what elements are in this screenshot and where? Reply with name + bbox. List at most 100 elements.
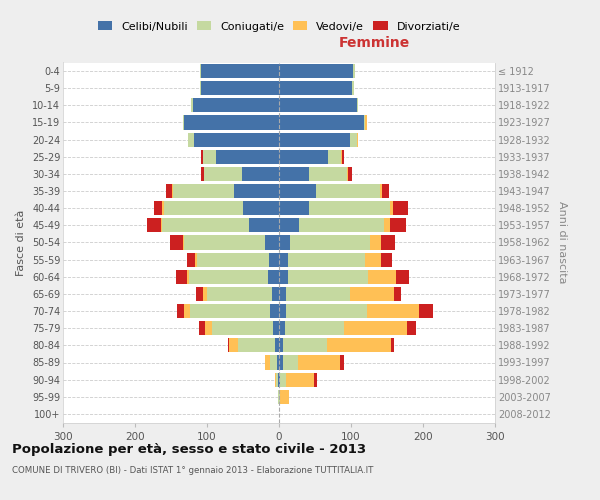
Bar [390, 218, 406, 232]
Bar [279, 287, 286, 301]
Bar [278, 390, 279, 404]
Bar [203, 287, 207, 301]
Bar [204, 167, 242, 181]
Bar [340, 356, 344, 370]
Bar [407, 321, 416, 335]
Bar [394, 201, 408, 215]
Bar [357, 98, 358, 112]
Bar [187, 270, 189, 284]
Bar [190, 304, 271, 318]
Bar [309, 201, 390, 215]
Bar [368, 270, 395, 284]
Bar [350, 287, 394, 301]
Bar [164, 201, 243, 215]
Bar [279, 98, 357, 112]
Bar [279, 356, 283, 370]
Bar [285, 321, 344, 335]
Text: COMUNE DI TRIVERO (BI) - Dati ISTAT 1° gennaio 2013 - Elaborazione TUTTITALIA.IT: COMUNE DI TRIVERO (BI) - Dati ISTAT 1° g… [12, 466, 373, 475]
Bar [283, 338, 327, 352]
Bar [170, 236, 182, 250]
Bar [188, 132, 194, 146]
Bar [367, 304, 419, 318]
Bar [279, 201, 309, 215]
Bar [348, 167, 352, 181]
Bar [276, 372, 278, 386]
Bar [419, 304, 433, 318]
Bar [299, 218, 384, 232]
Bar [277, 356, 279, 370]
Bar [201, 81, 279, 95]
Bar [384, 218, 390, 232]
Bar [182, 116, 184, 130]
Bar [182, 236, 184, 250]
Bar [187, 252, 196, 266]
Y-axis label: Anni di nascita: Anni di nascita [557, 201, 568, 284]
Bar [344, 321, 407, 335]
Bar [279, 116, 364, 130]
Bar [207, 287, 272, 301]
Bar [177, 304, 184, 318]
Bar [279, 304, 286, 318]
Bar [279, 270, 287, 284]
Bar [154, 201, 163, 215]
Bar [215, 150, 279, 164]
Bar [243, 201, 279, 215]
Bar [229, 338, 238, 352]
Bar [279, 372, 280, 386]
Bar [314, 372, 317, 386]
Bar [279, 81, 352, 95]
Bar [191, 98, 193, 112]
Bar [201, 150, 203, 164]
Bar [309, 167, 347, 181]
Bar [194, 132, 279, 146]
Bar [290, 236, 370, 250]
Bar [196, 287, 203, 301]
Bar [286, 304, 367, 318]
Text: Popolazione per età, sesso e stato civile - 2013: Popolazione per età, sesso e stato civil… [12, 442, 366, 456]
Bar [279, 184, 316, 198]
Bar [279, 390, 280, 404]
Bar [189, 270, 268, 284]
Bar [287, 252, 365, 266]
Bar [163, 218, 249, 232]
Bar [265, 356, 269, 370]
Bar [269, 252, 279, 266]
Bar [279, 64, 353, 78]
Bar [275, 372, 276, 386]
Bar [391, 338, 394, 352]
Bar [279, 150, 328, 164]
Bar [279, 321, 285, 335]
Bar [201, 64, 279, 78]
Bar [196, 252, 197, 266]
Bar [146, 218, 161, 232]
Bar [279, 132, 350, 146]
Bar [265, 236, 279, 250]
Bar [353, 64, 355, 78]
Bar [184, 236, 265, 250]
Bar [201, 167, 204, 181]
Bar [341, 150, 343, 164]
Bar [279, 252, 287, 266]
Bar [381, 252, 392, 266]
Bar [380, 184, 382, 198]
Bar [193, 98, 279, 112]
Bar [364, 116, 365, 130]
Bar [166, 184, 172, 198]
Bar [203, 150, 215, 164]
Bar [275, 338, 279, 352]
Bar [280, 390, 289, 404]
Bar [343, 150, 344, 164]
Bar [298, 356, 340, 370]
Text: Femmine: Femmine [338, 36, 410, 50]
Bar [350, 132, 357, 146]
Y-axis label: Fasce di età: Fasce di età [16, 210, 26, 276]
Bar [278, 372, 279, 386]
Bar [271, 304, 279, 318]
Bar [268, 270, 279, 284]
Bar [316, 184, 380, 198]
Bar [173, 184, 235, 198]
Bar [272, 287, 279, 301]
Bar [382, 184, 389, 198]
Bar [212, 321, 273, 335]
Bar [287, 270, 368, 284]
